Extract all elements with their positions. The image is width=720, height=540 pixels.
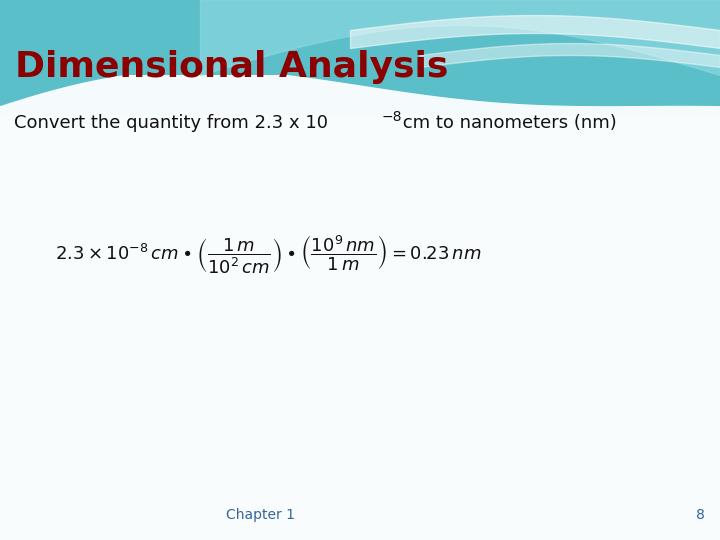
Text: Convert the quantity from 2.3 x 10: Convert the quantity from 2.3 x 10 [14, 114, 328, 132]
Text: $2.3\times10^{-8}\,cm \bullet \left(\dfrac{1\,m}{10^{2}\,cm}\right) \bullet \lef: $2.3\times10^{-8}\,cm \bullet \left(\dfr… [55, 234, 482, 276]
Bar [0, 0, 720, 75]
Text: cm to nanometers (nm): cm to nanometers (nm) [397, 114, 617, 132]
Bar [0, 115, 720, 540]
Text: Dimensional Analysis: Dimensional Analysis [15, 50, 449, 84]
Text: 8: 8 [696, 508, 705, 522]
Text: Chapter 1: Chapter 1 [225, 508, 294, 522]
Bar [0, 115, 720, 540]
Text: −8: −8 [382, 110, 402, 124]
